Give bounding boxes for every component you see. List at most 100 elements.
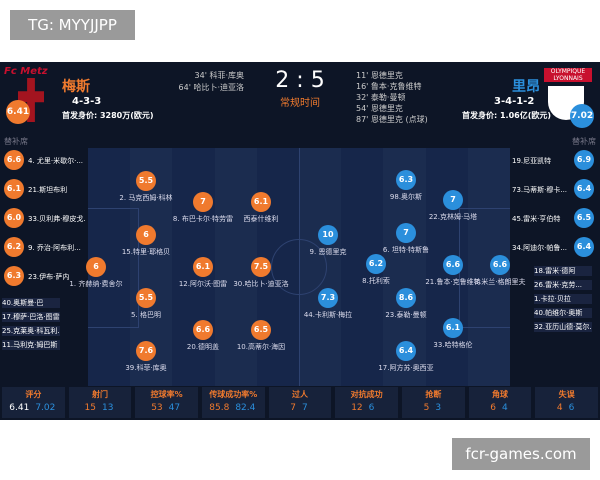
player-name: 30.哈比卜·迪亚洛 (233, 280, 289, 288)
player-name: 8. 布巴卡尔·特劳雷 (172, 215, 234, 223)
player-name: 15.特里·耶格贝 (121, 248, 171, 256)
away-name: 里昂 (512, 79, 540, 95)
player-rating: 5.5 (136, 171, 156, 191)
home-logo: Fc Metz (4, 66, 48, 77)
away-goal: 32' 泰勒·曼顿 (356, 93, 406, 102)
sub-rating: 6.1 (4, 179, 24, 199)
status: 常规时间 (280, 98, 320, 109)
stat-away: 6 (368, 403, 375, 413)
stat-home: 6 (490, 403, 496, 413)
stat-label: 评分 (25, 390, 42, 399)
watermark: TG: MYYJJPP (10, 10, 135, 40)
sub-name: 9. 乔治·阿布利... (28, 244, 81, 252)
player-name: 3.米兰·格朗里夫 (474, 278, 526, 286)
away-goal: 54' 恩德里克 (356, 104, 403, 113)
player-rating: 7.5 (251, 257, 271, 277)
score: 2 : 5 (275, 68, 325, 93)
penalty-box (88, 208, 139, 328)
home-value: 首发身价: 3280万(欧元) (62, 111, 154, 120)
stat-away: 7.02 (35, 403, 56, 413)
sub-rating: 6.9 (574, 150, 594, 170)
player-name: 20.德明盖 (186, 343, 220, 351)
sub-name: 1.卡拉·贝拉 (534, 294, 592, 304)
player-rating: 7 (443, 190, 463, 210)
player-name: 44.卡利斯·梅拉 (303, 311, 353, 319)
sub-name: 21.斯坦布利 (28, 186, 68, 194)
player-name: 6. 坦特·特斯鲁 (382, 246, 430, 254)
sub-rating: 6.0 (4, 208, 24, 228)
sub-name: 19.尼亚凯特 (512, 157, 552, 165)
stat-cell (202, 387, 265, 418)
sub-name: 26.雷米·克劳... (534, 280, 592, 290)
stat-home: 15 (84, 403, 96, 413)
sub-name: 18.雷米·德阿 (534, 266, 592, 276)
player-rating: 6 (86, 257, 106, 277)
sub-rating: 6.4 (574, 179, 594, 199)
sub-name: 33.贝利弗·穆皮戈... (28, 215, 86, 223)
stat-label: 失误 (558, 390, 575, 399)
player-name: 98.奥尔斯 (389, 193, 423, 201)
sub-rating: 6.2 (4, 237, 24, 257)
stat-label: 过人 (291, 390, 308, 399)
player-rating: 6.2 (366, 254, 386, 274)
player-rating: 6.5 (251, 320, 271, 340)
away-goal: 87' 恩德里克 (点球) (356, 115, 428, 124)
stat-cell (535, 387, 598, 418)
home-rating: 6.41 (6, 100, 30, 124)
sub-name: 25.克莱奥·科瓦利... (2, 326, 60, 336)
stat-cell (2, 387, 65, 418)
player-rating: 6.4 (396, 341, 416, 361)
stat-home: 6.41 (9, 403, 30, 413)
home-name: 梅斯 (62, 79, 90, 95)
stat-label: 角球 (491, 390, 508, 399)
away-goal: 11' 恩德里克 (356, 71, 403, 80)
stat-home: 5 (423, 403, 430, 413)
stat-away: 4 (502, 403, 508, 413)
sub-name: 4. 尤里·米歇尔·... (28, 157, 84, 165)
sub-name: 23.伊布·萨内 (28, 273, 70, 281)
player-rating: 6.6 (443, 255, 463, 275)
away-formation: 3-4-1-2 (494, 96, 535, 107)
player-rating: 7.6 (136, 341, 156, 361)
player-name: 22.克林姆·马塔 (428, 213, 478, 221)
stat-home: 4 (556, 403, 563, 413)
stat-cell (135, 387, 198, 418)
player-name: 39.科菲·库奥 (125, 364, 167, 372)
player-name: 8.托利索 (362, 277, 390, 285)
sub-rating: 6.6 (4, 150, 24, 170)
player-rating: 6.6 (193, 320, 213, 340)
sub-name: 40.帕维尔·奥斯 (534, 308, 592, 318)
player-name: 33.哈特格伦 (433, 341, 473, 349)
sub-rating: 6.5 (574, 208, 594, 228)
sub-rating: 6.4 (574, 237, 594, 257)
stat-cell (468, 387, 532, 418)
stat-cell (335, 387, 398, 418)
footer: fcr-games.com (452, 438, 590, 470)
stat-label: 传球成功率% (209, 390, 258, 399)
player-rating: 7 (396, 223, 416, 243)
player-name: 5. 格巴明 (131, 311, 161, 319)
stat-label: 射门 (91, 390, 108, 399)
home-goal: 64' 哈比卜·迪亚洛 (178, 83, 244, 92)
player-rating: 6.1 (251, 192, 271, 212)
sub-name: 40.奥斯曼·巴 (2, 298, 60, 308)
stat-label: 抢断 (425, 390, 442, 399)
stat-label: 控球率% (150, 390, 183, 399)
player-rating: 5.5 (136, 288, 156, 308)
player-name: 17.阿方苏·奥西亚 (378, 364, 434, 372)
sub-name: 32.亚历山德·莫尔... (534, 322, 592, 332)
stat-away: 3 (435, 403, 442, 413)
away-rating: 7.02 (570, 104, 594, 128)
match-panel: Fc Metz 6.41 梅斯 4-3-3 首发身价: 3280万(欧元) OLYMPIQ… (0, 62, 600, 420)
player-name: 10.高蒂尔·海因 (236, 343, 286, 351)
player-rating: 6.3 (396, 170, 416, 190)
player-rating: 8.6 (396, 288, 416, 308)
sub-name: 34.阿迪尔·帕鲁... (512, 244, 568, 252)
stat-label: 对抗成功 (350, 390, 383, 399)
player-name: 2. 马克西姆·科林 (119, 194, 173, 202)
player-name: 21.鲁本·克鲁维特 (425, 278, 481, 286)
stat-home: 7 (290, 403, 296, 413)
stat-away: 7 (302, 403, 308, 413)
away-logo: OLYMPIQUE LYONNAIS (544, 68, 592, 82)
player-rating: 7 (193, 192, 213, 212)
